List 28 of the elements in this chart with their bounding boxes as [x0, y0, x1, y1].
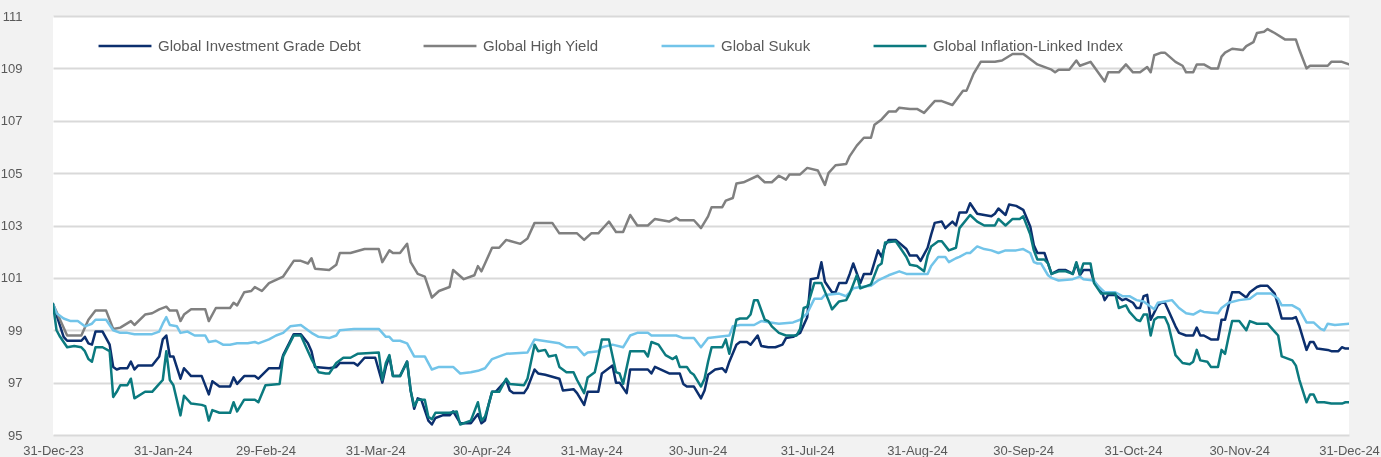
x-tick-label: 30-Apr-24 [453, 442, 511, 457]
y-tick-label: 103 [0, 218, 23, 233]
y-tick-label: 95 [8, 427, 23, 443]
line-series [53, 245, 1349, 375]
x-tick-label: 31-Dec-23 [23, 442, 84, 457]
x-tick-label: 31-Jan-24 [134, 442, 193, 457]
x-tick-label: 30-Sep-24 [993, 442, 1055, 457]
legend-label: Global Inflation-Linked Index [933, 37, 1124, 54]
x-tick-label: 31-Mar-24 [345, 442, 406, 457]
x-tick-label: 31-Dec-24 [1319, 442, 1380, 457]
legend-label: Global High Yield [483, 37, 599, 54]
x-tick-label: 29-Feb-24 [235, 442, 296, 457]
y-tick-label: 107 [0, 113, 23, 129]
y-tick-label: 109 [0, 60, 23, 76]
x-tick-label: 30-Nov-24 [1209, 442, 1271, 457]
x-tick-label: 31-May-24 [560, 442, 623, 457]
x-tick-label: 31-Oct-24 [1104, 442, 1163, 457]
legend-label: Global Sukuk [721, 37, 811, 54]
x-tick-label: 30-Jun-24 [668, 442, 728, 457]
y-tick-label: 111 [2, 8, 23, 24]
legend-label: Global Investment Grade Debt [158, 37, 362, 54]
y-tick-label: 97 [8, 375, 23, 391]
line-series [53, 27, 1349, 337]
y-tick-label: 99 [8, 322, 23, 338]
y-tick-label: 105 [0, 165, 23, 181]
y-tick-label: 101 [0, 270, 23, 286]
x-tick-label: 31-Jul-24 [780, 442, 835, 457]
x-tick-label: 31-Aug-24 [887, 442, 948, 457]
